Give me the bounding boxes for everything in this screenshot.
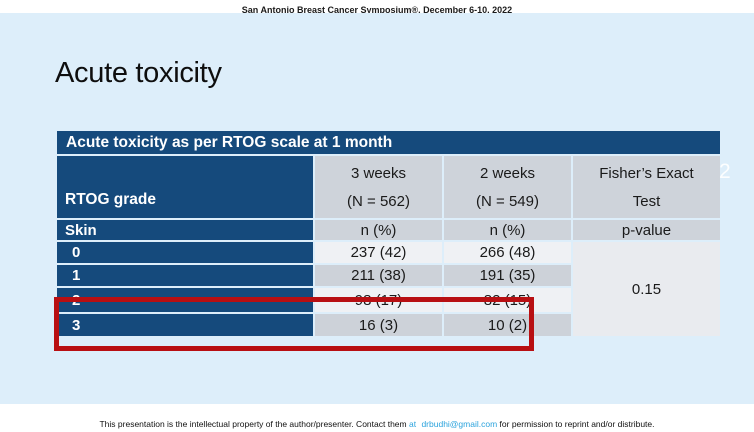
- column-header-fishers-line1: Fisher’s Exact: [599, 164, 694, 182]
- footer-text-after: for permission to reprint and/or distrib…: [499, 419, 655, 429]
- table-row-grade-1-2weeks: 191 (35): [444, 265, 571, 286]
- column-header-fishers-exact: Fisher’s Exact Test: [573, 156, 720, 218]
- column-header-3-weeks: 3 weeks (N = 562): [315, 156, 442, 218]
- table-row-grade-0-label: 0: [57, 242, 313, 263]
- column-header-3-weeks-line1: 3 weeks: [350, 164, 407, 182]
- footer-email-link[interactable]: drbudhi@gmail.com: [421, 419, 498, 429]
- table-row-grade-3-2weeks: 10 (2): [444, 314, 571, 336]
- table-row-grade-3-3weeks: 16 (3): [315, 314, 442, 336]
- table-row-grade-0-3weeks: 237 (42): [315, 242, 442, 263]
- table-caption: Acute toxicity as per RTOG scale at 1 mo…: [57, 131, 720, 154]
- symposium-banner-text: San Antonio Breast Cancer Symposium®, De…: [241, 5, 513, 15]
- unit-3-weeks: n (%): [315, 220, 442, 240]
- footer-text: This presentation is the intellectual pr…: [99, 419, 654, 429]
- slide-page-number: 2: [719, 160, 731, 183]
- footer-text-before: This presentation is the intellectual pr…: [99, 419, 407, 429]
- column-header-3-weeks-line2: (N = 562): [347, 192, 410, 210]
- table-grid: RTOG grade 3 weeks (N = 562) 2 weeks (N …: [57, 156, 720, 336]
- table-row-grade-3-label: 3: [57, 314, 313, 336]
- unit-p-value: p-value: [573, 220, 720, 240]
- table-row-grade-1-3weeks: 211 (38): [315, 265, 442, 286]
- p-value-cell: 0.15: [573, 242, 720, 336]
- row-header-title: RTOG grade: [57, 156, 313, 218]
- footer: This presentation is the intellectual pr…: [0, 404, 754, 429]
- column-header-2-weeks-line2: (N = 549): [476, 192, 539, 210]
- footer-link-at: at: [408, 419, 417, 429]
- column-header-2-weeks-line1: 2 weeks: [479, 164, 536, 182]
- symposium-banner: San Antonio Breast Cancer Symposium®, De…: [0, 0, 754, 15]
- table-row-grade-1-label: 1: [57, 265, 313, 286]
- table-row-grade-0-2weeks: 266 (48): [444, 242, 571, 263]
- red-highlight-box: [54, 297, 534, 351]
- slide-title: Acute toxicity: [55, 57, 222, 89]
- acute-toxicity-table: Acute toxicity as per RTOG scale at 1 mo…: [57, 131, 720, 336]
- column-header-fishers-line2: Test: [632, 192, 661, 210]
- row-header-skin: Skin: [57, 220, 313, 240]
- unit-2-weeks: n (%): [444, 220, 571, 240]
- column-header-2-weeks: 2 weeks (N = 549): [444, 156, 571, 218]
- slide-background: Acute toxicity 2 Acute toxicity as per R…: [0, 13, 754, 404]
